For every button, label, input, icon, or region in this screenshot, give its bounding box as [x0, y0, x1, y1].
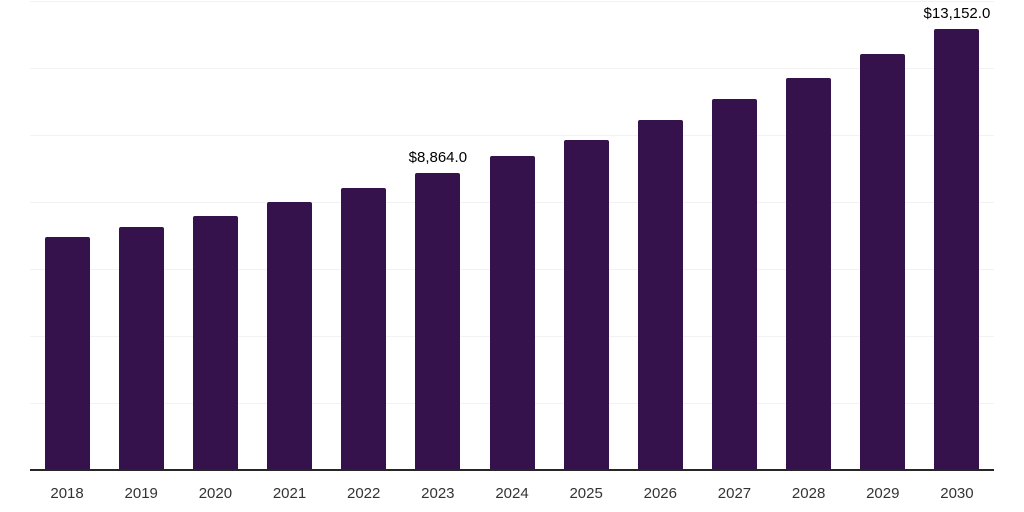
gridline-10000 — [30, 135, 994, 136]
bar-2028 — [786, 78, 832, 470]
bar-2024 — [489, 156, 535, 470]
bar-2023 — [415, 173, 461, 470]
x-tick-label-2018: 2018 — [50, 485, 84, 502]
x-tick-label-2023: 2023 — [421, 485, 455, 502]
x-tick-label-2024: 2024 — [495, 485, 529, 502]
bar-2022 — [341, 187, 387, 470]
bar-2030 — [934, 29, 980, 470]
data-label-2030: $13,152.0 — [923, 5, 991, 23]
x-axis-line — [30, 469, 994, 471]
x-tick-label-2028: 2028 — [791, 485, 826, 502]
bar-2020 — [192, 216, 238, 470]
x-tick-label-2022: 2022 — [347, 485, 381, 502]
bar-2021 — [267, 202, 313, 470]
x-tick-label-2020: 2020 — [198, 485, 233, 502]
bar-2026 — [637, 119, 683, 470]
bar-2027 — [711, 99, 757, 470]
x-tick-label-2021: 2021 — [272, 485, 307, 502]
x-tick-label-2019: 2019 — [124, 485, 158, 502]
bar-2018 — [44, 236, 90, 470]
x-tick-label-2026: 2026 — [643, 485, 677, 502]
x-tick-label-2029: 2029 — [866, 485, 900, 502]
gridline-14000 — [30, 1, 994, 2]
gridline-12000 — [30, 68, 994, 69]
bar-2019 — [118, 227, 164, 470]
x-tick-label-2025: 2025 — [569, 485, 603, 502]
bar-2029 — [860, 54, 906, 470]
x-tick-label-2027: 2027 — [717, 485, 752, 502]
x-tick-label-2030: 2030 — [940, 485, 974, 502]
bar-2025 — [563, 139, 609, 470]
data-label-2023: $8,864.0 — [408, 149, 468, 167]
